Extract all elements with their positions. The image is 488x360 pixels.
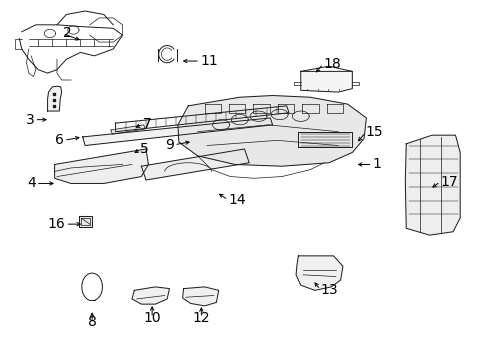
Polygon shape: [115, 106, 288, 132]
Polygon shape: [182, 287, 218, 306]
Polygon shape: [55, 149, 148, 184]
Polygon shape: [111, 125, 145, 134]
Text: 16: 16: [47, 217, 65, 231]
Text: 13: 13: [320, 283, 337, 297]
Polygon shape: [79, 216, 92, 226]
Text: 4: 4: [27, 176, 36, 190]
Text: 14: 14: [227, 193, 245, 207]
Polygon shape: [298, 132, 352, 147]
Text: 15: 15: [365, 125, 382, 139]
Text: 1: 1: [372, 157, 381, 171]
Polygon shape: [82, 118, 272, 145]
Text: 8: 8: [87, 315, 96, 329]
Polygon shape: [405, 135, 459, 235]
Polygon shape: [141, 149, 249, 180]
Text: 5: 5: [140, 142, 149, 156]
Text: 10: 10: [143, 311, 161, 325]
Polygon shape: [295, 256, 342, 291]
Polygon shape: [300, 71, 352, 92]
Text: 11: 11: [200, 54, 217, 68]
Text: 17: 17: [440, 175, 457, 189]
Polygon shape: [178, 95, 366, 166]
Text: 18: 18: [323, 57, 340, 71]
Text: 2: 2: [62, 26, 71, 40]
Text: 12: 12: [192, 311, 210, 325]
Text: 7: 7: [142, 117, 151, 131]
Polygon shape: [132, 287, 169, 304]
Text: 3: 3: [26, 113, 34, 127]
Text: 6: 6: [55, 133, 64, 147]
Polygon shape: [47, 86, 61, 111]
Text: 9: 9: [165, 138, 174, 152]
